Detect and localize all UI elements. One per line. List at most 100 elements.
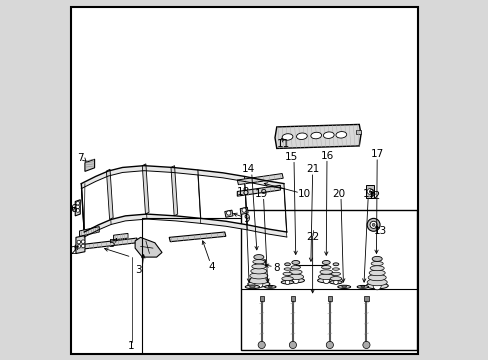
Circle shape — [333, 280, 338, 284]
Text: 15: 15 — [284, 152, 297, 162]
Polygon shape — [76, 235, 85, 253]
Circle shape — [226, 211, 230, 215]
Ellipse shape — [332, 268, 339, 270]
Polygon shape — [171, 166, 177, 216]
Circle shape — [325, 341, 333, 348]
Circle shape — [369, 221, 376, 228]
Circle shape — [285, 280, 289, 284]
Bar — [366, 185, 373, 198]
Ellipse shape — [331, 272, 340, 275]
Polygon shape — [169, 232, 225, 242]
Ellipse shape — [289, 270, 302, 274]
Polygon shape — [113, 233, 128, 240]
Polygon shape — [142, 164, 149, 214]
Ellipse shape — [366, 283, 387, 289]
Circle shape — [76, 209, 80, 212]
Ellipse shape — [264, 285, 276, 288]
Ellipse shape — [281, 276, 293, 281]
Ellipse shape — [250, 268, 266, 274]
Circle shape — [323, 277, 329, 284]
Polygon shape — [255, 260, 265, 269]
Ellipse shape — [253, 255, 264, 260]
Polygon shape — [75, 238, 137, 250]
Text: 20: 20 — [331, 189, 345, 199]
Circle shape — [372, 282, 381, 290]
Ellipse shape — [368, 270, 385, 276]
Polygon shape — [355, 130, 360, 134]
Polygon shape — [106, 169, 113, 220]
Circle shape — [289, 341, 296, 348]
Ellipse shape — [356, 285, 368, 288]
Ellipse shape — [370, 261, 383, 266]
Ellipse shape — [284, 268, 290, 270]
Circle shape — [366, 219, 379, 231]
Polygon shape — [240, 207, 247, 215]
Ellipse shape — [369, 266, 384, 271]
Circle shape — [81, 244, 85, 248]
Circle shape — [371, 224, 374, 226]
Text: 5: 5 — [107, 239, 114, 249]
Ellipse shape — [317, 278, 334, 283]
Ellipse shape — [249, 273, 267, 279]
Text: 17: 17 — [370, 149, 383, 159]
Text: 7: 7 — [77, 153, 83, 163]
Text: 10: 10 — [298, 189, 311, 199]
Circle shape — [77, 240, 81, 244]
Bar — [327, 296, 331, 301]
Text: 2: 2 — [70, 246, 76, 256]
Polygon shape — [81, 166, 284, 189]
Polygon shape — [237, 174, 283, 185]
Polygon shape — [135, 237, 162, 257]
Ellipse shape — [367, 274, 386, 281]
Ellipse shape — [282, 134, 292, 140]
Polygon shape — [274, 125, 360, 148]
Ellipse shape — [371, 256, 382, 261]
Bar — [241, 211, 416, 350]
Circle shape — [76, 205, 80, 209]
Ellipse shape — [323, 132, 333, 139]
Ellipse shape — [290, 266, 300, 269]
Ellipse shape — [337, 285, 350, 288]
Ellipse shape — [291, 261, 299, 265]
Circle shape — [242, 208, 246, 212]
Text: 8: 8 — [273, 263, 280, 273]
Text: 14: 14 — [241, 164, 254, 174]
Ellipse shape — [244, 285, 259, 289]
Polygon shape — [84, 214, 286, 237]
Polygon shape — [80, 226, 99, 236]
Circle shape — [81, 240, 85, 243]
Ellipse shape — [322, 261, 329, 265]
Ellipse shape — [252, 260, 264, 264]
Circle shape — [254, 280, 263, 288]
Circle shape — [258, 262, 263, 267]
Ellipse shape — [366, 279, 386, 286]
Ellipse shape — [284, 263, 290, 266]
Circle shape — [362, 341, 369, 348]
Bar — [364, 296, 368, 301]
Ellipse shape — [249, 286, 255, 288]
Ellipse shape — [321, 266, 330, 269]
Circle shape — [292, 277, 298, 284]
Text: 21: 21 — [305, 164, 319, 174]
Polygon shape — [85, 159, 94, 171]
Ellipse shape — [296, 133, 306, 139]
Text: 19: 19 — [362, 189, 375, 199]
Ellipse shape — [310, 132, 321, 139]
Ellipse shape — [267, 286, 272, 287]
Ellipse shape — [281, 280, 293, 284]
Ellipse shape — [335, 131, 346, 138]
Text: 11: 11 — [276, 139, 289, 149]
Text: 18: 18 — [236, 187, 249, 197]
Ellipse shape — [360, 286, 364, 287]
Ellipse shape — [248, 277, 268, 284]
Text: 1: 1 — [128, 341, 135, 351]
Text: 16: 16 — [320, 150, 333, 161]
Circle shape — [77, 244, 81, 248]
Text: 3: 3 — [135, 265, 142, 275]
Text: 4: 4 — [208, 262, 214, 272]
Bar — [290, 296, 294, 301]
Ellipse shape — [329, 276, 341, 281]
Bar — [259, 296, 264, 301]
Text: 22: 22 — [305, 232, 319, 242]
Ellipse shape — [318, 274, 333, 280]
